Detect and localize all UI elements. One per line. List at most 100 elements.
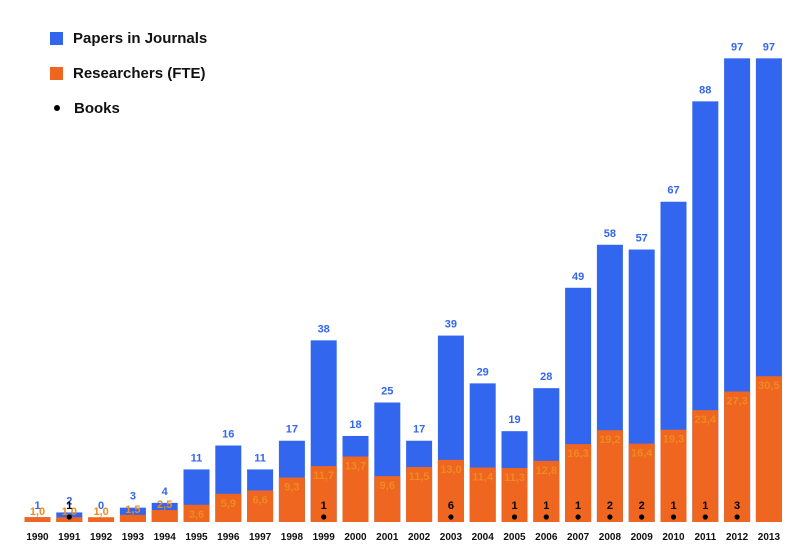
researchers-value-label-1990: 1,0 <box>30 506 45 518</box>
papers-value-label-1998: 17 <box>286 424 298 436</box>
x-tick-label-2005: 2005 <box>503 532 526 543</box>
x-tick-label-1990: 1990 <box>26 532 49 543</box>
researchers-bar-1993 <box>119 514 146 522</box>
researchers-value-label-2010: 19,3 <box>663 434 684 446</box>
researchers-bar-2010 <box>660 429 687 522</box>
x-tick-label-2008: 2008 <box>599 532 622 543</box>
papers-value-label-2012: 97 <box>731 41 743 53</box>
books-count-label-2012: 3 <box>734 500 740 512</box>
books-dot-2010 <box>670 514 677 520</box>
researchers-value-label-2004: 11,4 <box>472 472 494 484</box>
researchers-value-label-1992: 1,0 <box>93 506 108 518</box>
x-tick-label-1997: 1997 <box>249 532 272 543</box>
books-dot-2011 <box>702 514 708 520</box>
researchers-value-label-2007: 16,3 <box>567 448 588 460</box>
papers-value-label-1995: 11 <box>191 452 203 464</box>
researchers-value-label-2009: 16,4 <box>631 448 653 460</box>
books-count-label-2010: 1 <box>670 500 676 512</box>
researchers-bar-2011 <box>692 410 719 522</box>
books-dot-2007 <box>575 514 581 520</box>
books-dot-1999 <box>321 514 327 520</box>
x-tick-label-2003: 2003 <box>440 532 463 543</box>
researchers-bar-2009 <box>628 443 655 522</box>
researchers-bar-2003 <box>437 459 464 522</box>
books-dot-icon <box>54 105 60 111</box>
books-count-label-2011: 1 <box>702 500 708 512</box>
researchers-value-label-1998: 9,3 <box>284 482 299 494</box>
x-tick-label-2010: 2010 <box>662 532 685 543</box>
researchers-bar-1992 <box>88 517 115 522</box>
papers-value-label-2005: 19 <box>508 414 520 426</box>
bars-layer <box>24 58 782 523</box>
researchers-value-label-2013: 30,5 <box>758 380 779 392</box>
researchers-bar-2007 <box>565 444 592 522</box>
legend-item-researchers: Researchers (FTE) <box>50 63 207 83</box>
researchers-bar-1997 <box>247 490 274 522</box>
books-dot-2008 <box>607 514 613 520</box>
researchers-value-label-2008: 19,2 <box>599 434 620 446</box>
papers-value-label-1994: 4 <box>162 486 169 498</box>
books-count-label-1999: 1 <box>321 500 327 512</box>
x-tick-label-2012: 2012 <box>726 532 749 543</box>
papers-value-label-2007: 49 <box>572 271 584 283</box>
legend-label-papers: Papers in Journals <box>73 29 208 47</box>
books-count-label-2007: 1 <box>575 500 581 512</box>
books-count-label-2009: 2 <box>639 500 645 512</box>
researchers-bar-2001 <box>374 476 401 522</box>
legend-item-books: Books <box>50 98 207 118</box>
x-tick-label-2004: 2004 <box>472 532 495 543</box>
books-dot-2006 <box>543 514 549 520</box>
x-tick-label-1991: 1991 <box>58 532 81 543</box>
x-tick-label-2006: 2006 <box>535 532 558 543</box>
researchers-value-label-2003: 13,0 <box>440 464 461 476</box>
researchers-bar-1999 <box>310 466 337 522</box>
books-dot-2009 <box>639 514 645 520</box>
papers-value-label-1993: 3 <box>130 491 136 503</box>
x-tick-label-2013: 2013 <box>758 532 781 543</box>
researchers-bar-1995 <box>183 504 210 522</box>
researchers-bar-1994 <box>151 510 178 522</box>
researchers-bar-2006 <box>533 460 560 522</box>
researchers-bar-2000 <box>342 456 369 522</box>
legend-label-researchers: Researchers (FTE) <box>73 64 206 82</box>
researchers-bar-2005 <box>501 467 528 522</box>
papers-swatch-icon <box>50 31 63 45</box>
researchers-value-label-2005: 11,3 <box>504 472 525 484</box>
x-tick-label-2011: 2011 <box>694 532 716 543</box>
x-tick-label-1994: 1994 <box>154 532 177 543</box>
x-tick-label-1993: 1993 <box>122 532 145 543</box>
papers-value-label-1997: 11 <box>254 452 266 464</box>
books-count-label-2008: 2 <box>607 500 613 512</box>
papers-value-label-2010: 67 <box>667 185 679 197</box>
x-tick-label-1995: 1995 <box>185 532 208 543</box>
books-dot-1991 <box>66 514 72 520</box>
researchers-bar-2013 <box>755 376 782 522</box>
researchers-value-label-2001: 9,6 <box>380 480 395 492</box>
researchers-value-label-2002: 11,5 <box>409 471 430 483</box>
x-axis-ticks: 1990 1991 1992 1993 1994 1995 1996 1997 1998 1999… <box>26 532 780 543</box>
books-count-label-2005: 1 <box>511 500 517 512</box>
researchers-value-label-1991: 1,0 <box>62 506 77 518</box>
researchers-bar-1998 <box>278 477 305 522</box>
researchers-value-label-1999: 11,7 <box>313 470 334 482</box>
books-count-label-2003: 6 <box>448 500 454 512</box>
legend-label-books: Books <box>74 99 120 117</box>
researchers-value-label-1997: 6,6 <box>252 494 267 506</box>
papers-value-label-1991: 2 <box>66 495 72 507</box>
researchers-value-label-1995: 3,6 <box>189 509 204 521</box>
researchers-swatch-icon <box>50 66 63 80</box>
researchers-value-label-1994: 2,5 <box>157 499 172 511</box>
books-dot-2012 <box>734 514 740 520</box>
labels-layer: 11,021,01 01,031,542,5113,6165,9116,6179,… <box>30 41 780 520</box>
researchers-bar-2002 <box>406 467 433 522</box>
papers-value-label-1990: 1 <box>34 500 40 512</box>
x-tick-label-2009: 2009 <box>631 532 654 543</box>
x-tick-label-2001: 2001 <box>376 532 399 543</box>
books-count-label-2006: 1 <box>543 500 549 512</box>
x-tick-label-2000: 2000 <box>344 532 367 543</box>
papers-value-label-1999: 38 <box>318 323 330 335</box>
x-tick-label-2007: 2007 <box>567 532 590 543</box>
researchers-bar-2004 <box>469 467 496 522</box>
papers-value-label-2009: 57 <box>636 233 648 245</box>
